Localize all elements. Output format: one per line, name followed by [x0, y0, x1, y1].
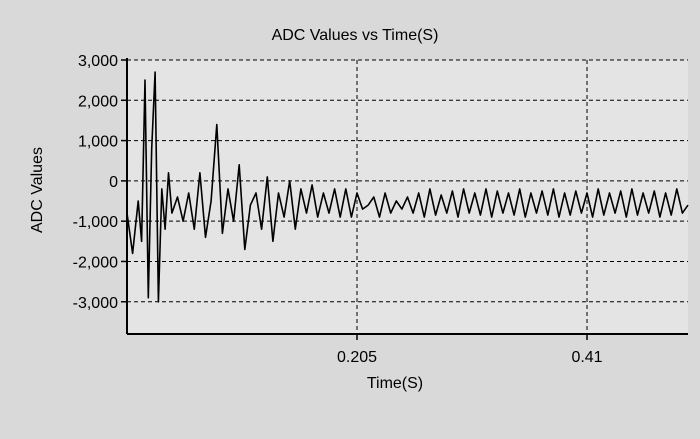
x-tick-label: 0.205 — [337, 349, 377, 366]
x-tick-label: 0.41 — [571, 349, 602, 366]
y-tick-label: 0 — [109, 174, 118, 191]
y-tick-label: 1,000 — [78, 134, 118, 151]
y-tick-label: 2,000 — [78, 93, 118, 110]
y-tick-label: -2,000 — [73, 254, 118, 271]
y-tick-label: -3,000 — [73, 295, 118, 312]
chart-title: ADC Values vs Time(S) — [272, 27, 439, 44]
y-tick-label: -1,000 — [73, 214, 118, 231]
x-axis-label: Time(S) — [367, 375, 423, 392]
y-tick-label: 3,000 — [78, 53, 118, 70]
y-axis-label: ADC Values — [29, 147, 46, 233]
series-line-0 — [126, 71, 689, 303]
